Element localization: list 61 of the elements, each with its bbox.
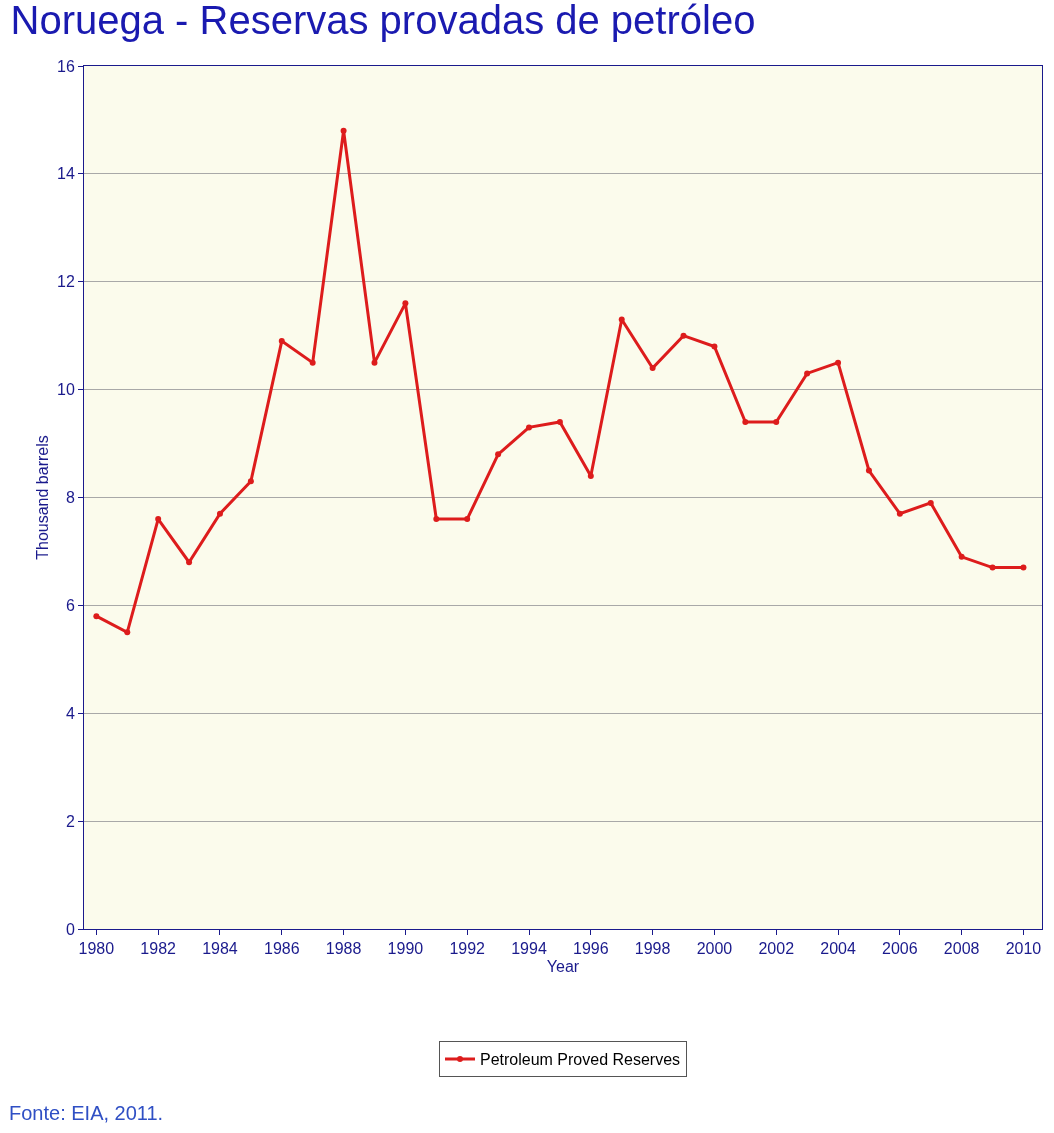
point	[742, 418, 749, 425]
point	[989, 564, 996, 571]
point	[526, 424, 533, 431]
x-tick-label: 1992	[449, 940, 486, 958]
point	[371, 359, 378, 366]
y-tick-label: 14	[57, 165, 75, 183]
x-tick-label: 2002	[758, 940, 795, 958]
point	[711, 343, 718, 350]
point	[927, 499, 934, 506]
y-tick-label: 6	[65, 596, 75, 614]
chart-title: Noruega - Reservas provadas de petróleo	[10, 0, 756, 42]
point	[278, 338, 285, 345]
point	[186, 559, 193, 566]
point	[649, 365, 656, 372]
x-tick-label: 1980	[78, 940, 115, 958]
point	[556, 418, 563, 425]
x-axis-title: Year	[546, 957, 580, 975]
legend-label: Petroleum Proved Reserves	[480, 1051, 681, 1069]
x-tick-label: 2000	[696, 940, 733, 958]
x-tick-label: 1998	[634, 940, 671, 958]
x-tick-label: 2008	[943, 940, 980, 958]
y-tick-label: 2	[65, 812, 75, 830]
point	[155, 516, 162, 523]
x-tick-label: 1994	[511, 940, 547, 958]
y-tick-label: 12	[57, 273, 75, 291]
point	[495, 451, 502, 458]
point	[896, 510, 903, 517]
point	[93, 613, 100, 620]
point	[958, 553, 965, 560]
y-axis-title: Thousand barrels	[33, 435, 51, 560]
point	[587, 472, 594, 479]
point	[804, 370, 811, 377]
y-tick-label: 4	[65, 704, 75, 722]
point	[618, 316, 625, 323]
x-tick-label: 1996	[573, 940, 609, 958]
x-tick-label: 1984	[202, 940, 238, 958]
x-tick-label: 2004	[820, 940, 856, 958]
point	[835, 359, 842, 366]
point	[1020, 564, 1027, 571]
point	[680, 332, 687, 339]
x-tick-label: 1988	[325, 940, 362, 958]
y-tick-label: 16	[57, 57, 75, 75]
x-tick-label: 1990	[387, 940, 424, 958]
x-tick-label: 1986	[263, 940, 300, 958]
y-tick-label: 0	[65, 920, 75, 938]
x-tick-label: 2006	[882, 940, 918, 958]
point	[865, 467, 872, 474]
source-note: Fonte: EIA, 2011.	[9, 1102, 164, 1124]
y-tick-label: 10	[57, 381, 75, 399]
point	[433, 516, 440, 523]
point	[402, 300, 409, 307]
x-tick-label: 2010	[1005, 940, 1042, 958]
point	[216, 510, 223, 517]
point	[773, 418, 780, 425]
y-tick-label: 8	[65, 489, 75, 507]
point	[247, 478, 254, 485]
point	[309, 359, 316, 366]
point	[464, 516, 471, 523]
point	[124, 629, 131, 636]
point	[340, 127, 347, 134]
x-tick-label: 1982	[140, 940, 177, 958]
